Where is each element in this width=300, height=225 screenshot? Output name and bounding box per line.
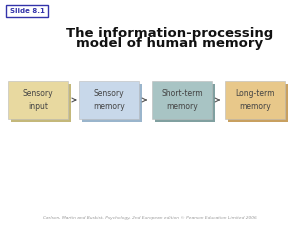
FancyBboxPatch shape [8,81,68,119]
Text: Carlson, Martin and Buskist, Psychology, 2nd European edition © Pearson Educatio: Carlson, Martin and Buskist, Psychology,… [43,216,257,220]
Text: Short-term
memory: Short-term memory [161,89,203,111]
FancyBboxPatch shape [82,84,142,122]
Text: The information-processing: The information-processing [66,27,274,40]
FancyBboxPatch shape [228,84,288,122]
FancyBboxPatch shape [6,5,48,17]
Text: Long-term
memory: Long-term memory [235,89,275,111]
Text: Sensory
input: Sensory input [23,89,53,111]
FancyBboxPatch shape [152,81,212,119]
FancyBboxPatch shape [225,81,285,119]
FancyBboxPatch shape [155,84,215,122]
Text: model of human memory: model of human memory [76,38,264,50]
Text: Slide 8.1: Slide 8.1 [10,8,44,14]
FancyBboxPatch shape [79,81,139,119]
FancyBboxPatch shape [11,84,71,122]
Text: Sensory
memory: Sensory memory [93,89,125,111]
